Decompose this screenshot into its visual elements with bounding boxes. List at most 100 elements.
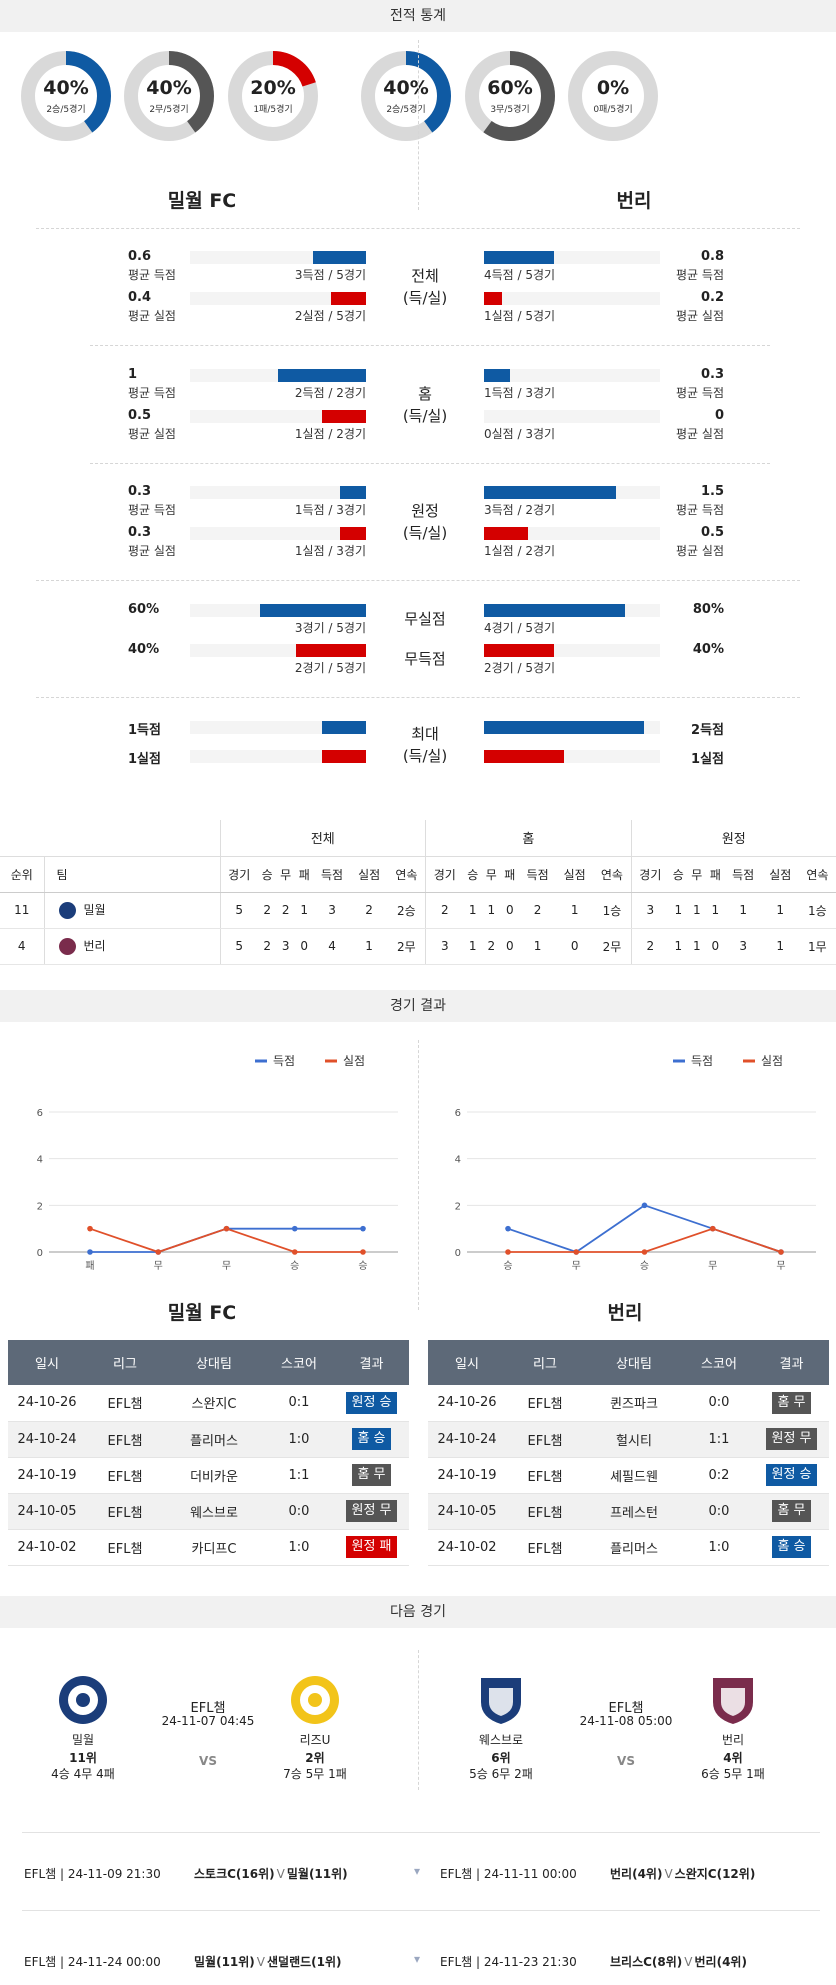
column-header: 무 xyxy=(482,856,501,893)
fixture-teams[interactable]: 번리(4위) V 스완지C(12위) xyxy=(610,1865,810,1882)
series-line xyxy=(89,1227,363,1253)
rank-header: 순위 xyxy=(0,856,44,893)
home-recent-results: 일시 리그 상대팀 스코어 결과 24-10-26 EFL챔 스완지C 0:1 원정 승 24-10… xyxy=(8,1340,409,1566)
chevron-down-icon[interactable]: ▾ xyxy=(414,1864,421,1878)
series-point xyxy=(360,1225,366,1232)
result-opp: 프레스턴 xyxy=(584,1493,684,1530)
home-label: 평균 실점 xyxy=(128,427,176,441)
track xyxy=(484,410,660,423)
stat-cell: 3 xyxy=(630,892,670,929)
away-label: 평균 득점 xyxy=(676,268,724,282)
stat-cell: 1 xyxy=(294,892,314,929)
track xyxy=(190,486,366,499)
stat-category-label: 원정 (득/실) xyxy=(380,500,470,544)
result-league: EFL챔 xyxy=(86,1385,164,1422)
fixture-info: EFL챔 | 24-11-09 21:30 xyxy=(24,1867,161,1881)
result-opp: 셰필드웬 xyxy=(584,1457,684,1494)
series-line xyxy=(507,1204,782,1253)
team-crest-icon[interactable] xyxy=(57,1674,109,1726)
result-opp: 헐시티 xyxy=(584,1421,684,1458)
next-team-rank: 6위 xyxy=(491,1751,511,1765)
team-crest-icon[interactable] xyxy=(475,1674,527,1726)
stat-cell: 1 xyxy=(669,928,688,965)
donut-chart: 60% 3무/5경기 xyxy=(464,50,556,142)
stat-cell: 1 xyxy=(463,892,482,929)
away-bar xyxy=(484,604,625,617)
header-row: 일시 리그 상대팀 스코어 결과 xyxy=(428,1340,829,1385)
result-score: 0:2 xyxy=(684,1457,754,1494)
result-badge: 홈 무 xyxy=(772,1391,811,1414)
label-line: (득/실) xyxy=(402,289,448,307)
donut-percent: 60% xyxy=(487,77,533,99)
fixture-teams[interactable]: 스토크C(16위) V 밀월(11위) xyxy=(194,1865,394,1882)
x-tick-label: 패 xyxy=(85,1260,94,1272)
result-score: 1:0 xyxy=(264,1529,334,1566)
result-date: 24-10-19 xyxy=(8,1457,86,1494)
label-line: 전체 xyxy=(411,267,439,285)
stat-cell: 1 xyxy=(706,892,725,929)
chevron-down-icon[interactable]: ▾ xyxy=(414,1952,421,1966)
next-team-name[interactable]: 웨스브로 xyxy=(478,1733,524,1747)
section-next-header: 다음 경기 xyxy=(0,1596,836,1628)
result-date: 24-10-24 xyxy=(8,1421,86,1458)
label-line: (득/실) xyxy=(402,524,448,542)
y-tick-label: 4 xyxy=(455,1155,461,1166)
fixture-info: EFL챔 | 24-11-24 00:00 xyxy=(24,1955,161,1969)
stat-category-label: 홈 (득/실) xyxy=(380,383,470,427)
club-crest-icon xyxy=(58,938,76,955)
away-label: 평균 실점 xyxy=(676,427,724,441)
team-crest-icon[interactable] xyxy=(707,1674,759,1726)
away-value: 0.2 xyxy=(700,290,724,305)
column-header: 상대팀 xyxy=(164,1340,264,1385)
track xyxy=(190,527,366,540)
group-home-header: 홈 xyxy=(425,820,632,857)
stat-cell: 1 xyxy=(482,892,501,929)
away-bar xyxy=(484,251,554,264)
home-bar xyxy=(296,644,366,657)
away-bar xyxy=(484,292,502,305)
away-label: 평균 득점 xyxy=(676,386,724,400)
series-point xyxy=(223,1225,230,1232)
result-opp: 웨스브로 xyxy=(164,1493,264,1530)
result-date: 24-10-05 xyxy=(428,1493,506,1530)
away-count: 0실점 / 3경기 xyxy=(484,427,556,441)
next-team-name[interactable]: 번리 xyxy=(721,1733,745,1747)
column-header: 패 xyxy=(500,856,520,893)
track xyxy=(190,292,366,305)
home-bar xyxy=(322,750,366,763)
home-bar xyxy=(322,721,366,734)
y-tick-label: 4 xyxy=(37,1155,43,1166)
stat-cell: 0 xyxy=(500,928,520,965)
next-team-name[interactable]: 밀월 xyxy=(71,1733,95,1747)
result-opp: 퀸즈파크 xyxy=(584,1385,684,1422)
away-count: 4득점 / 5경기 xyxy=(484,268,556,282)
away-value: 40% xyxy=(692,642,724,657)
legend-label: 득점 xyxy=(273,1054,295,1068)
away-results-chart: 0 2 4 6 승 무 승 무 무 득점 실점 xyxy=(455,1054,816,1272)
fixture-teams[interactable]: 브리스C(8위) V 번리(4위) xyxy=(610,1953,810,1970)
result-opp: 플리머스 xyxy=(164,1421,264,1458)
team-header: 팀 xyxy=(43,856,220,893)
stat-cell: 1 xyxy=(463,928,482,965)
series-point xyxy=(87,1249,93,1255)
home-value: 1실점 xyxy=(128,752,161,767)
stat-cell: 1 xyxy=(761,892,799,929)
result-league: EFL챔 xyxy=(86,1529,164,1566)
team-crest-icon[interactable] xyxy=(289,1674,341,1726)
next-team-name[interactable]: 리즈U xyxy=(299,1733,331,1747)
home-bar xyxy=(313,251,366,264)
away-team-title: 번리 xyxy=(616,190,652,212)
x-tick-label: 승 xyxy=(640,1260,649,1272)
track xyxy=(484,292,660,305)
home-value: 0.5 xyxy=(128,408,152,423)
label-line: (득/실) xyxy=(402,747,448,765)
crest-core xyxy=(308,1693,322,1707)
column-header: 스코어 xyxy=(684,1340,754,1385)
column-header: 패 xyxy=(706,856,725,893)
away-count: 1실점 / 2경기 xyxy=(484,544,556,558)
results-body: 24-10-26 EFL챔 스완지C 0:1 원정 승 24-10-24 EFL챔 플리머스 1… xyxy=(8,1385,409,1566)
home-count: 2실점 / 5경기 xyxy=(294,309,366,323)
fixture-teams[interactable]: 밀월(11위) V 샌덜랜드(1위) xyxy=(194,1953,394,1970)
table-row: 24-10-24 EFL챔 플리머스 1:0 홈 승 xyxy=(8,1421,409,1458)
home-label: 평균 득점 xyxy=(128,503,176,517)
